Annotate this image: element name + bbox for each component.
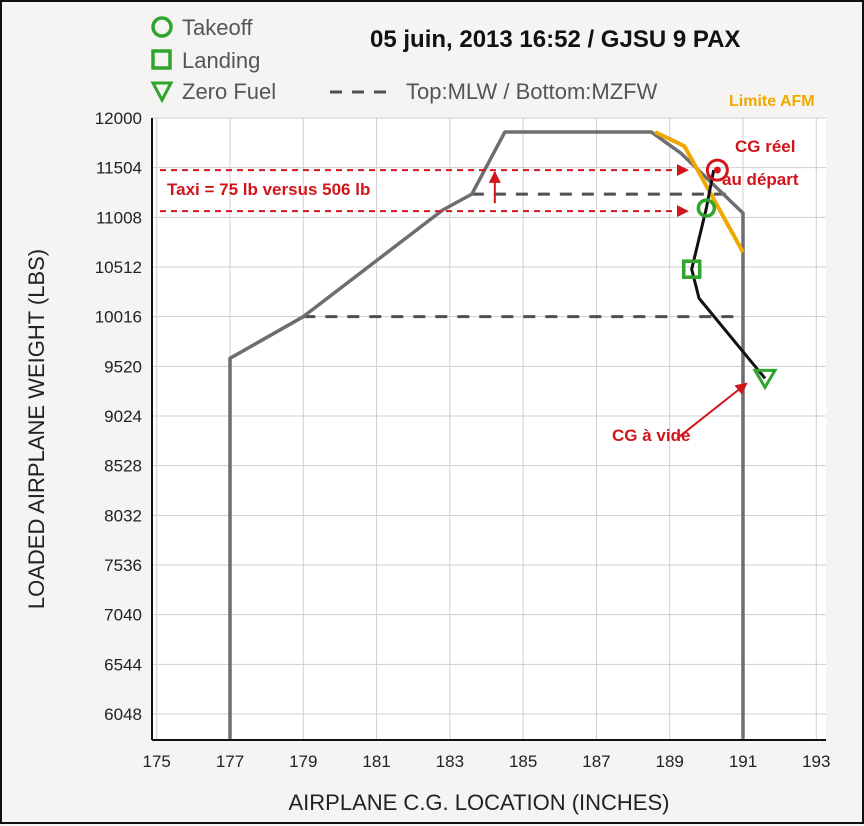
y-tick-label: 7536 [104, 556, 142, 575]
x-tick-label: 185 [509, 752, 537, 771]
x-tick-label: 177 [216, 752, 244, 771]
legend-zero-fuel-triangle-icon [150, 81, 174, 104]
legend-landing-label: Landing [182, 48, 260, 73]
y-tick-label: 7040 [104, 606, 142, 625]
plot-area [152, 118, 826, 740]
taxi-annotation: Taxi = 75 lb versus 506 lb [167, 180, 370, 199]
afm-limit [654, 130, 745, 254]
y-tick-label: 10512 [95, 258, 142, 277]
cg-reel-annotation-line2: au départ [722, 170, 799, 189]
y-tick-label: 6544 [104, 655, 142, 674]
x-tick-label: 175 [143, 752, 171, 771]
cg-path [690, 169, 767, 380]
legend: Takeoff Landing Zero Fuel Top:MLW / Bott… [150, 15, 658, 104]
legend-takeoff-label: Takeoff [182, 15, 253, 40]
zero-fuel-marker [752, 368, 778, 391]
legend-zero-fuel-label: Zero Fuel [182, 79, 276, 104]
y-axis-ticks: 12000 11504 11008 10512 10016 9520 9024 8528 803… [95, 109, 142, 724]
y-tick-label: 9520 [104, 357, 142, 376]
limit-lines [303, 192, 736, 319]
y-tick-label: 10016 [95, 308, 142, 327]
takeoff-marker [696, 198, 717, 218]
cg-path-line [690, 169, 767, 380]
x-tick-label: 179 [289, 752, 317, 771]
chart-title: 05 juin, 2013 16:52 / GJSU 9 PAX [370, 26, 740, 53]
legend-limit-note: Top:MLW / Bottom:MZFW [406, 79, 658, 104]
x-tick-label: 187 [582, 752, 610, 771]
y-axis-label: LOADED AIRPLANE WEIGHT (LBS) [24, 249, 49, 609]
x-axis-ticks: 175 177 179 181 183 185 187 189 191 193 [143, 752, 831, 771]
x-axis-label: AIRPLANE C.G. LOCATION (INCHES) [289, 790, 670, 815]
y-tick-label: 6048 [104, 705, 142, 724]
x-tick-label: 189 [656, 752, 684, 771]
y-tick-label: 11008 [96, 208, 142, 227]
limite-afm-annotation: Limite AFM [729, 93, 815, 110]
legend-takeoff-circle-icon [151, 16, 173, 38]
x-tick-label: 183 [436, 752, 464, 771]
y-tick-label: 9024 [104, 407, 142, 426]
cg-reel-marker-dot [713, 166, 721, 174]
cg-a-vide-annotation: CG à vide [612, 426, 690, 445]
x-tick-label: 181 [362, 752, 390, 771]
cg-reel-marker-ring [705, 158, 729, 182]
cg-vide-arrow [676, 382, 748, 440]
annotations [160, 164, 748, 440]
load-markers [681, 158, 778, 391]
landing-marker [681, 259, 702, 279]
y-tick-label: 12000 [95, 109, 142, 128]
legend-landing-square-icon [151, 49, 172, 70]
y-tick-label: 11504 [96, 159, 142, 178]
x-tick-label: 191 [729, 752, 757, 771]
y-tick-label: 8528 [104, 457, 142, 476]
afm-limit-line [654, 130, 745, 254]
cg-reel-annotation-line1: CG réel [735, 137, 795, 156]
x-tick-label: 193 [802, 752, 830, 771]
y-tick-label: 8032 [104, 506, 142, 525]
